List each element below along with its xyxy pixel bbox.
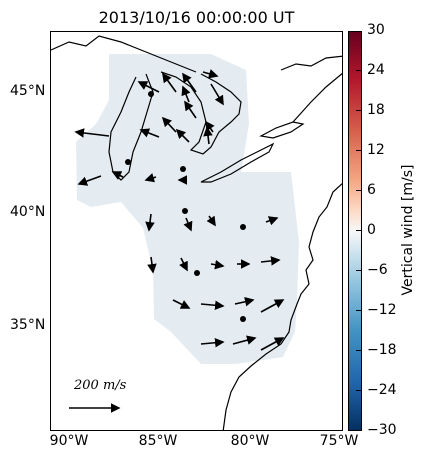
coastlines: [51, 35, 342, 430]
site-markers: [125, 91, 246, 322]
colorbar-tick: −30: [367, 422, 397, 438]
colorbar-tick: 18: [367, 102, 385, 118]
lon-label-85: 85°W: [138, 433, 178, 449]
map-title: 2013/10/16 00:00:00 UT: [98, 8, 295, 27]
lon-label-90: 90°W: [49, 433, 89, 449]
lon-label-75: 75°W: [319, 433, 359, 449]
scale-label: 200 m/s: [74, 378, 127, 393]
colorbar-tick: −18: [367, 342, 397, 358]
wind-vectors: [74, 69, 285, 351]
colorbar-tick: 0: [367, 222, 376, 238]
lat-label-35: 35°N: [10, 317, 46, 333]
colorbar: [348, 31, 362, 431]
lat-label-45: 45°N: [10, 83, 46, 99]
colorbar-tick: −6: [367, 262, 388, 278]
data-coverage-region: [76, 54, 299, 364]
lat-label-40: 40°N: [10, 204, 46, 220]
colorbar-label: Vertical wind [m/s]: [400, 164, 416, 296]
colorbar-tick: −12: [367, 302, 397, 318]
map-panel: [50, 31, 343, 431]
colorbar-tick: 30: [367, 22, 385, 38]
colorbar-tick: 24: [367, 62, 385, 78]
lon-label-80: 80°W: [230, 433, 270, 449]
colorbar-tick: 12: [367, 142, 385, 158]
map-svg: [51, 35, 342, 430]
colorbar-tick: 6: [367, 182, 376, 198]
colorbar-tick: −24: [367, 382, 397, 398]
